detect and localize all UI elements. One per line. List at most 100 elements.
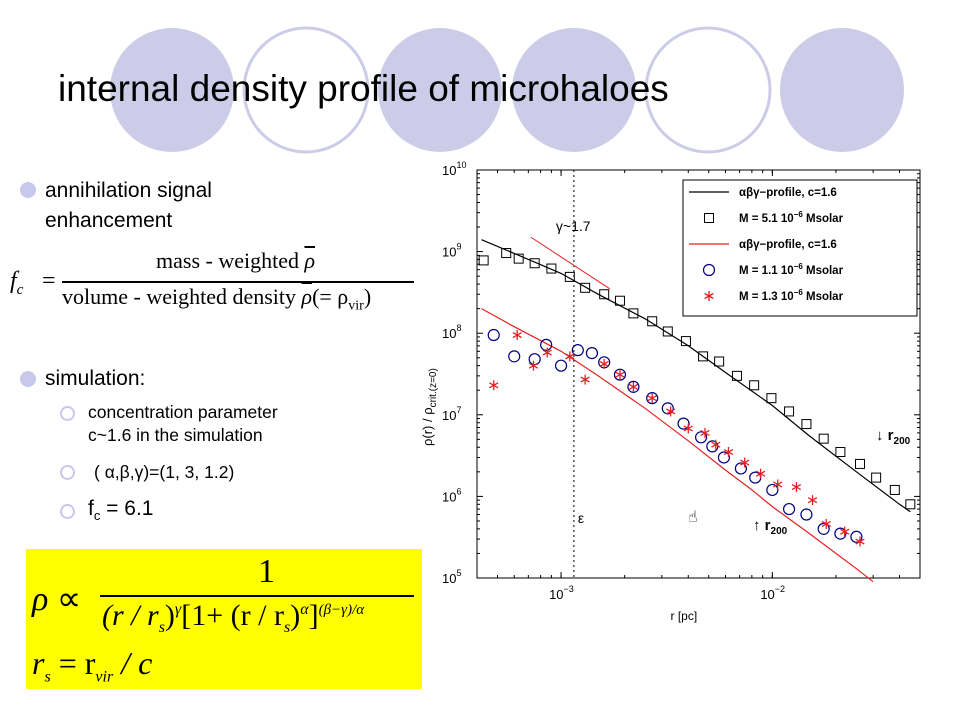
x-tick-label: 10−2 xyxy=(760,584,785,602)
fraction-bar xyxy=(62,281,414,283)
legend: αβγ−profile, c=1.6 M = 5.1 10−6 Msolar αβγ… xyxy=(682,179,918,317)
bullet-simulation: simulation: xyxy=(45,367,146,390)
slide-title: internal density profile of microhaloes xyxy=(58,68,669,109)
data-point-square xyxy=(614,295,625,306)
data-point-star xyxy=(723,447,734,458)
data-point-circle xyxy=(694,431,708,444)
fc-equals: = xyxy=(42,268,56,294)
data-point-star xyxy=(840,526,850,537)
data-point-circle xyxy=(508,350,521,363)
data-point-square xyxy=(529,258,540,269)
data-point-square xyxy=(628,308,639,319)
y-tick-label: 107 xyxy=(442,405,461,423)
decorative-circles xyxy=(110,26,904,154)
fc-formula: fc = mass - weighted ρ volume - weighted… xyxy=(8,248,418,316)
data-point-square xyxy=(801,419,812,430)
data-point-circle xyxy=(817,522,830,535)
data-point-circle xyxy=(661,402,674,415)
profile-line-0 xyxy=(481,239,911,513)
fraction-bar xyxy=(100,595,414,597)
data-point-square xyxy=(647,316,658,327)
sub-bullet-alpha-beta-gamma: ( α,β,γ)=(1, 3, 1.2) xyxy=(94,462,235,482)
sub-bullet-ring xyxy=(60,406,75,421)
data-point-star xyxy=(855,536,865,547)
legend-label: M = 1.3 10−6 Msolar xyxy=(739,288,844,303)
deco-circle xyxy=(644,26,772,154)
data-point-square xyxy=(698,351,709,362)
data-point-square xyxy=(599,289,610,300)
data-point-circle xyxy=(800,508,813,521)
rs-formula: rs = rvir / c xyxy=(32,645,153,686)
data-point-star xyxy=(580,374,590,385)
data-point-square xyxy=(662,326,673,337)
data-point-star xyxy=(628,381,639,392)
data-point-star xyxy=(528,360,539,371)
data-point-square xyxy=(766,393,777,404)
data-point-star xyxy=(647,393,657,404)
data-point-star xyxy=(740,457,750,468)
legend-label: M = 1.1 10−6 Msolar xyxy=(739,262,844,277)
data-point-circle xyxy=(677,417,690,430)
epsilon-label: ε xyxy=(578,510,584,526)
fc-numerator: mass - weighted ρ xyxy=(156,248,316,273)
data-point-square xyxy=(784,406,795,417)
y-axis-label: ρ(r) / ρcrit.(z=0) xyxy=(420,368,439,446)
data-point-square xyxy=(513,253,524,264)
sub-bullet-ring xyxy=(60,504,75,519)
legend-label: αβγ−profile, c=1.6 xyxy=(739,187,837,199)
profile-numerator: 1 xyxy=(258,553,275,590)
data-point-square xyxy=(680,336,691,347)
slope-line xyxy=(530,236,611,290)
data-point-square xyxy=(546,263,557,274)
x-axis-label: r [pc] xyxy=(671,609,698,623)
data-point-star xyxy=(542,347,552,358)
deco-circle xyxy=(378,28,502,152)
data-point-star xyxy=(512,330,522,341)
data-point-circle xyxy=(834,527,847,540)
legend-marker-star xyxy=(704,291,714,301)
legend-marker-circle xyxy=(702,263,716,277)
fc-denominator: volume - weighted density ρ(= ρvir) xyxy=(62,284,372,314)
data-point-square xyxy=(501,248,512,259)
y-tick-label: 109 xyxy=(442,242,461,260)
data-point-circle xyxy=(766,483,779,497)
data-point-square xyxy=(889,484,900,495)
data-point-star xyxy=(665,406,676,417)
annotation-layer: ε γ~1.7 ↓ r200 ↑ r200 ☝ xyxy=(530,170,911,578)
data-point-circle xyxy=(627,380,640,393)
sub-bullet-ring xyxy=(60,465,75,480)
y-tick-label: 106 xyxy=(442,486,461,504)
axis-ticks: 1010 109 108 107 106 105 10−3 10−2 r [pc] ρ(r) / … xyxy=(420,160,921,623)
data-point-square xyxy=(818,433,829,444)
data-point-star xyxy=(821,518,831,529)
data-point-square xyxy=(731,370,742,381)
legend-box xyxy=(682,179,918,317)
data-point-star xyxy=(807,495,818,506)
r200-label-lower: ↑ r200 xyxy=(753,517,788,537)
data-point-circle xyxy=(734,462,748,475)
y-tick-label: 108 xyxy=(442,323,461,341)
data-point-star xyxy=(683,423,693,434)
legend-marker-square xyxy=(704,213,714,223)
data-point-square xyxy=(749,380,760,391)
data-point-circle xyxy=(585,347,599,360)
data-point-star xyxy=(615,369,625,380)
data-point-square xyxy=(855,458,866,469)
bullet-annihilation: annihilation signal enhancement xyxy=(45,179,212,232)
data-point-square xyxy=(714,356,725,367)
data-point-square xyxy=(580,282,591,293)
profile-formula-box: ρ ∝ 1 (r / rs)γ[1+ (r / rs)α](β−γ)/α rs … xyxy=(26,549,422,689)
legend-label: αβγ−profile, c=1.6 xyxy=(739,239,837,251)
bullet-dot xyxy=(20,182,36,198)
y-tick-label: 1010 xyxy=(442,160,466,178)
profile-denominator: (r / rs)γ[1+ (r / rs)α](β−γ)/α xyxy=(102,599,365,636)
bullet-dot xyxy=(20,371,36,387)
data-point-square xyxy=(905,499,916,510)
r200-label-upper: ↓ r200 xyxy=(876,427,911,447)
data-point-circle xyxy=(850,530,863,543)
deco-circle xyxy=(780,28,904,152)
data-point-square xyxy=(478,255,489,266)
data-point-square xyxy=(871,472,882,483)
deco-circle xyxy=(242,26,370,154)
rho-propto: ρ ∝ xyxy=(32,581,82,618)
